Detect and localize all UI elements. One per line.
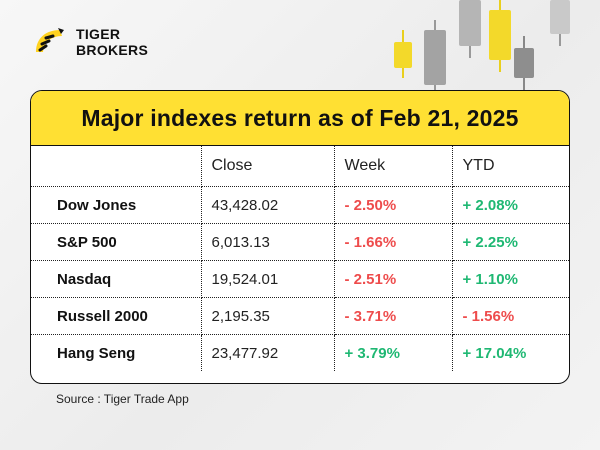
decorative-candlesticks — [394, 0, 570, 98]
table-row: Russell 2000 2,195.35 - 3.71% - 1.56% — [31, 297, 569, 335]
ytd-return: - 1.56% — [452, 297, 569, 335]
week-return: - 2.50% — [334, 186, 453, 224]
header-index — [31, 146, 202, 187]
index-name: Dow Jones — [31, 186, 202, 224]
tiger-stripe-logo-icon — [36, 28, 64, 52]
table-row: S&P 500 6,013.13 - 1.66% + 2.25% — [31, 223, 569, 261]
header-close: Close — [201, 146, 335, 187]
week-return: + 3.79% — [334, 334, 453, 371]
brand-logo: TIGER BROKERS — [30, 22, 148, 62]
header-week: Week — [334, 146, 453, 187]
page-title: Major indexes return as of Feb 21, 2025 — [31, 91, 569, 146]
brand-line-2: BROKERS — [76, 42, 149, 58]
index-name: Russell 2000 — [31, 297, 202, 335]
source-note: Source : Tiger Trade App — [56, 392, 189, 406]
table-row: Dow Jones 43,428.02 - 2.50% + 2.08% — [31, 186, 569, 224]
week-return: - 2.51% — [334, 260, 453, 298]
index-name: Hang Seng — [31, 334, 202, 371]
close-value: 6,013.13 — [201, 223, 335, 261]
ytd-return: + 2.25% — [452, 223, 569, 261]
ytd-return: + 17.04% — [462, 344, 527, 362]
index-name: S&P 500 — [31, 223, 202, 261]
week-return: - 3.71% — [334, 297, 453, 335]
brand-name: TIGER BROKERS — [76, 26, 148, 58]
table-header-row: Close Week YTD — [31, 146, 569, 187]
header-ytd: YTD — [452, 146, 569, 187]
close-value: 2,195.35 — [201, 297, 335, 335]
close-value: 43,428.02 — [201, 186, 335, 224]
ytd-return: + 2.08% — [452, 186, 569, 224]
close-value: 19,524.01 — [201, 260, 335, 298]
returns-table: Close Week YTD Dow Jones 43,428.02 - 2.5… — [31, 146, 569, 371]
brand-line-1: TIGER — [76, 26, 121, 42]
table-row: Nasdaq 19,524.01 - 2.51% + 1.10% — [31, 260, 569, 298]
index-name: Nasdaq — [31, 260, 202, 298]
close-value: 23,477.92 — [201, 334, 335, 371]
week-return: - 1.66% — [334, 223, 453, 261]
index-returns-card: Major indexes return as of Feb 21, 2025 … — [30, 90, 570, 384]
table-row: Hang Seng 23,477.92 + 3.79% + 17.04% — [31, 334, 569, 371]
ytd-return: + 1.10% — [452, 260, 569, 298]
